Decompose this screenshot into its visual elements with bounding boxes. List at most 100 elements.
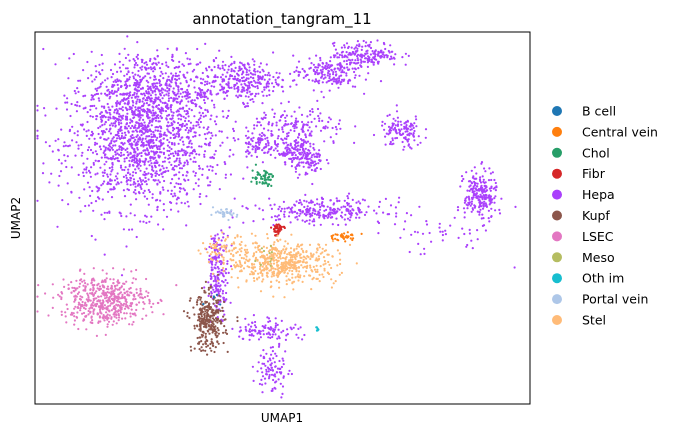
data-point-stel bbox=[300, 247, 303, 250]
data-point-stel bbox=[254, 246, 257, 249]
data-point-stel bbox=[283, 271, 286, 274]
data-point-hepa bbox=[122, 175, 125, 178]
data-point-hepa bbox=[125, 118, 128, 121]
data-point-hepa bbox=[103, 92, 107, 95]
data-point-hepa bbox=[228, 155, 231, 158]
data-point-hepa bbox=[404, 220, 407, 223]
data-point-hepa bbox=[225, 116, 228, 119]
data-point-hepa bbox=[514, 205, 517, 208]
data-point-hepa bbox=[131, 71, 134, 74]
data-point-hepa bbox=[132, 171, 135, 174]
data-point-hepa bbox=[289, 326, 292, 329]
data-point-hepa bbox=[483, 195, 486, 198]
data-point-hepa bbox=[137, 113, 140, 116]
data-point-hepa bbox=[128, 228, 131, 231]
data-point-hepa bbox=[186, 170, 189, 173]
data-point-hepa bbox=[132, 183, 135, 186]
data-point-hepa bbox=[134, 188, 137, 192]
data-point-hepa bbox=[185, 104, 188, 107]
data-point-hepa bbox=[113, 63, 117, 66]
data-point-hepa bbox=[274, 215, 277, 218]
data-point-hepa bbox=[67, 145, 70, 148]
data-point-hepa bbox=[114, 79, 117, 82]
data-point-hepa bbox=[211, 134, 214, 137]
data-point-hepa bbox=[93, 104, 96, 107]
data-point-kupf bbox=[210, 338, 213, 341]
data-point-hepa bbox=[129, 176, 132, 179]
data-point-hepa bbox=[224, 176, 227, 179]
data-point-hepa bbox=[109, 157, 112, 160]
data-point-hepa bbox=[329, 56, 332, 59]
data-point-hepa bbox=[467, 195, 470, 198]
chart-title: annotation_tangram_11 bbox=[192, 10, 371, 29]
data-point-hepa bbox=[257, 331, 260, 334]
data-point-hepa bbox=[360, 60, 363, 63]
data-point-hepa bbox=[66, 182, 69, 185]
data-point-hepa bbox=[302, 144, 305, 147]
data-point-stel bbox=[253, 266, 256, 269]
data-point-hepa bbox=[368, 56, 371, 60]
data-point-hepa bbox=[306, 209, 309, 212]
data-point-hepa bbox=[253, 68, 256, 71]
data-point-hepa bbox=[160, 135, 163, 138]
data-point-hepa bbox=[154, 172, 157, 175]
data-point-hepa bbox=[142, 97, 145, 100]
data-point-hepa bbox=[274, 365, 277, 368]
data-point-hepa bbox=[113, 91, 116, 94]
data-point-hepa bbox=[132, 58, 135, 61]
data-point-hepa bbox=[109, 117, 112, 120]
data-point-stel bbox=[229, 252, 233, 255]
data-point-hepa bbox=[208, 141, 212, 144]
data-point-hepa bbox=[138, 158, 141, 161]
data-point-hepa bbox=[320, 72, 323, 75]
data-point-hepa bbox=[343, 66, 346, 69]
data-point-hepa bbox=[382, 211, 385, 214]
data-point-hepa bbox=[333, 41, 336, 44]
data-point-hepa bbox=[85, 130, 88, 133]
data-point-hepa bbox=[129, 118, 132, 121]
data-point-hepa bbox=[400, 128, 403, 131]
data-point-hepa bbox=[493, 186, 497, 189]
data-point-hepa bbox=[183, 164, 186, 167]
data-point-hepa bbox=[147, 141, 150, 144]
data-point-hepa bbox=[136, 130, 139, 133]
data-point-hepa bbox=[221, 292, 224, 295]
data-point-hepa bbox=[130, 96, 133, 99]
data-point-hepa bbox=[240, 76, 244, 80]
data-point-stel bbox=[206, 251, 209, 254]
data-point-hepa bbox=[109, 132, 112, 135]
data-point-hepa bbox=[475, 177, 478, 180]
data-point-hepa bbox=[158, 140, 161, 143]
data-point-hepa bbox=[251, 139, 254, 143]
data-point-kupf bbox=[212, 298, 215, 301]
data-point-hepa bbox=[161, 72, 164, 75]
data-point-hepa bbox=[264, 113, 267, 117]
data-point-stel bbox=[238, 243, 241, 246]
data-point-hepa bbox=[161, 175, 164, 178]
data-point-hepa bbox=[145, 91, 148, 95]
data-point-hepa bbox=[484, 187, 487, 190]
data-point-hepa bbox=[272, 374, 275, 377]
data-point-hepa bbox=[157, 96, 160, 99]
data-point-hepa bbox=[216, 163, 219, 167]
data-point-hepa bbox=[249, 143, 252, 146]
data-point-hepa bbox=[103, 123, 106, 126]
data-point-stel bbox=[272, 274, 275, 277]
data-point-stel bbox=[317, 255, 320, 258]
data-point-hepa bbox=[312, 218, 315, 221]
data-point-hepa bbox=[292, 54, 295, 57]
data-point-kupf bbox=[218, 294, 221, 297]
data-point-hepa bbox=[165, 61, 168, 64]
data-point-hepa bbox=[63, 154, 66, 157]
data-point-kupf bbox=[198, 341, 201, 344]
data-point-hepa bbox=[181, 154, 184, 157]
data-point-hepa bbox=[258, 65, 261, 68]
data-point-hepa bbox=[173, 133, 176, 136]
data-point-hepa bbox=[139, 87, 143, 90]
data-point-hepa bbox=[354, 74, 357, 77]
data-point-hepa bbox=[124, 106, 127, 109]
data-point-hepa bbox=[306, 154, 309, 157]
data-point-hepa bbox=[461, 179, 464, 183]
data-point-hepa bbox=[404, 63, 407, 66]
data-point-hepa bbox=[126, 67, 129, 70]
